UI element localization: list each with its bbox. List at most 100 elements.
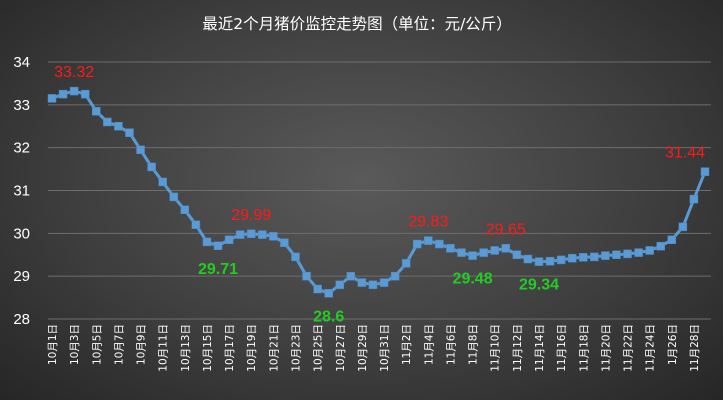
data-point bbox=[357, 278, 367, 287]
data-point bbox=[590, 252, 599, 262]
data-point bbox=[280, 238, 289, 248]
data-point bbox=[169, 192, 178, 202]
series-line bbox=[51, 89, 707, 295]
data-point bbox=[689, 194, 699, 204]
data-point bbox=[534, 257, 544, 266]
x-tick-label: 10月3日 bbox=[69, 324, 81, 365]
data-point bbox=[191, 220, 201, 230]
data-point bbox=[490, 246, 499, 255]
data-point bbox=[69, 86, 79, 96]
data-point bbox=[213, 241, 223, 251]
trough-value-label: 28.6 bbox=[313, 308, 344, 325]
x-tick-label: 11月14日 bbox=[534, 324, 546, 372]
data-point bbox=[501, 244, 511, 253]
x-tick-label: 10月17日 bbox=[224, 324, 236, 372]
x-tick-label: 11月2日 bbox=[401, 324, 413, 365]
data-point bbox=[424, 236, 433, 245]
x-tick-label: 11月24日 bbox=[645, 324, 657, 372]
data-point bbox=[656, 241, 665, 251]
data-point bbox=[523, 254, 533, 264]
y-tick-label: 29 bbox=[13, 268, 30, 285]
data-point bbox=[136, 145, 145, 155]
data-point bbox=[180, 205, 190, 215]
x-tick-label: 11月28日 bbox=[689, 324, 701, 372]
data-point bbox=[202, 237, 212, 247]
data-point bbox=[368, 280, 378, 289]
data-point bbox=[80, 89, 90, 99]
x-tick-label: 10月27日 bbox=[335, 324, 347, 372]
x-tick-label: 10月11日 bbox=[158, 324, 170, 372]
x-tick-label: 10月15日 bbox=[202, 324, 214, 372]
x-tick-label: 11月22日 bbox=[623, 324, 635, 372]
data-point bbox=[700, 167, 710, 176]
data-point bbox=[58, 89, 68, 99]
data-point bbox=[579, 253, 588, 262]
x-tick-label: 10月31日 bbox=[379, 324, 391, 372]
chart-title: 最近2个月猪价监控走势图（单位：元/公斤） bbox=[202, 15, 512, 33]
x-tick-label: 11月8日 bbox=[468, 324, 480, 365]
series-polyline bbox=[51, 89, 707, 295]
y-tick-label: 31 bbox=[13, 183, 30, 200]
x-tick-label: 10月23日 bbox=[290, 324, 302, 372]
peak-value-label: 33.32 bbox=[54, 64, 94, 81]
x-tick-label: 10月9日 bbox=[136, 324, 148, 365]
peak-value-label: 31.44 bbox=[665, 145, 705, 162]
data-point bbox=[457, 248, 466, 257]
data-point bbox=[302, 271, 311, 281]
x-tick-label: 10月7日 bbox=[113, 324, 125, 365]
data-point bbox=[246, 229, 256, 239]
data-point bbox=[645, 246, 654, 255]
y-tick-label: 32 bbox=[13, 140, 30, 157]
data-point bbox=[114, 122, 123, 131]
data-point bbox=[479, 248, 488, 257]
data-point bbox=[634, 248, 643, 257]
y-tick-label: 30 bbox=[13, 225, 30, 242]
data-point bbox=[147, 162, 156, 172]
peak-value-label: 29.99 bbox=[231, 207, 271, 224]
data-point bbox=[379, 278, 389, 287]
x-tick-label: 11月16日 bbox=[556, 324, 568, 372]
data-point bbox=[556, 255, 566, 265]
y-tick-label: 34 bbox=[13, 54, 30, 71]
x-tick-label: 11月6日 bbox=[445, 324, 457, 365]
data-point bbox=[269, 232, 278, 241]
data-point bbox=[313, 284, 322, 294]
x-tick-label: 11月4日 bbox=[423, 324, 435, 365]
peak-value-label: 29.65 bbox=[486, 221, 526, 238]
data-labels: 33.32 29.99 29.83 29.65 31.44 29.71 28.6 29.48 2… bbox=[54, 64, 705, 325]
x-tick-label: 11月20日 bbox=[600, 324, 612, 372]
x-tick-label: 10月25日 bbox=[313, 324, 325, 372]
x-tick-label: 10月5日 bbox=[91, 324, 103, 365]
data-point bbox=[92, 107, 101, 116]
x-tick-label: 11月10日 bbox=[490, 324, 502, 372]
data-point bbox=[435, 239, 444, 249]
data-point bbox=[446, 244, 455, 253]
data-point bbox=[103, 117, 112, 127]
data-point bbox=[224, 235, 234, 245]
data-point bbox=[158, 177, 167, 187]
data-point bbox=[47, 94, 57, 103]
x-tick-label: 10月13日 bbox=[180, 324, 192, 372]
data-point bbox=[623, 249, 632, 259]
data-point bbox=[346, 271, 356, 281]
data-point bbox=[390, 271, 400, 281]
peak-value-label: 29.83 bbox=[408, 214, 448, 231]
data-point bbox=[601, 251, 610, 260]
data-point bbox=[468, 251, 477, 260]
y-tick-label: 28 bbox=[13, 311, 30, 328]
x-axis: 10月1日 10月3日 10月5日 10月7日 10月9日 10月11日 10月13日 10月… bbox=[47, 324, 701, 372]
data-point bbox=[612, 250, 621, 259]
x-tick-label: 10月21日 bbox=[268, 324, 280, 372]
x-tick-label: 11月12日 bbox=[512, 324, 524, 372]
data-point bbox=[545, 256, 555, 266]
data-point bbox=[125, 128, 134, 137]
trough-value-label: 29.34 bbox=[519, 277, 559, 294]
trough-value-label: 29.48 bbox=[453, 271, 493, 288]
data-point bbox=[512, 250, 522, 259]
data-point bbox=[401, 259, 411, 268]
data-point bbox=[335, 280, 345, 289]
data-point bbox=[412, 239, 422, 249]
data-point bbox=[291, 252, 300, 262]
y-gridlines bbox=[48, 61, 711, 320]
